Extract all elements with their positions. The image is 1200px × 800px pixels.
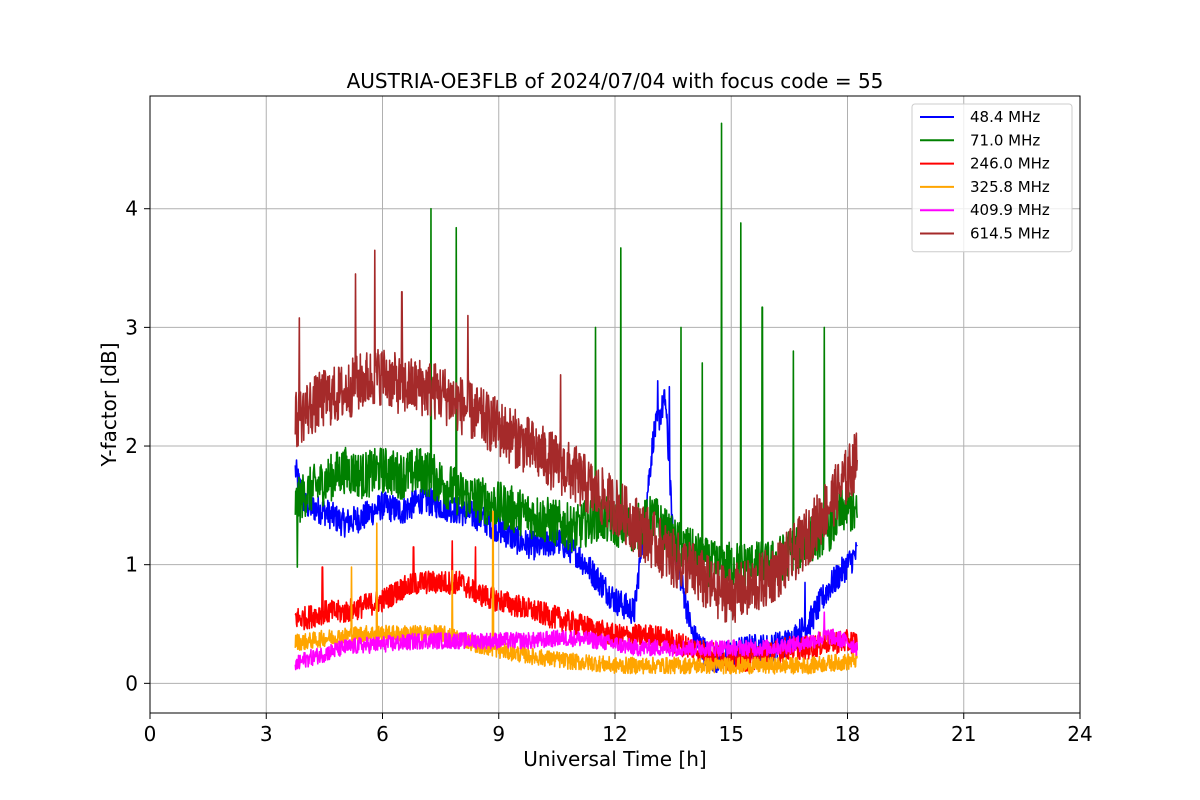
x-tick-label: 0 (144, 722, 157, 746)
series-line-2 (294, 540, 858, 673)
series-line-0 (294, 379, 858, 674)
legend-label: 325.8 MHz (970, 178, 1050, 196)
x-tick-label: 3 (260, 722, 273, 746)
chart-title: AUSTRIA-OE3FLB of 2024/07/04 with focus … (347, 69, 884, 93)
x-tick-label: 15 (719, 722, 744, 746)
y-tick-label: 2 (125, 434, 138, 458)
y-tick-label: 1 (125, 553, 138, 577)
legend-label: 48.4 MHz (970, 108, 1040, 126)
x-tick-label: 9 (492, 722, 505, 746)
legend-label: 71.0 MHz (970, 131, 1040, 149)
x-tick-label: 24 (1067, 722, 1092, 746)
x-tick-label: 21 (951, 722, 976, 746)
legend-label: 409.9 MHz (970, 201, 1050, 219)
y-tick-label: 3 (125, 315, 138, 339)
x-axis-label: Universal Time [h] (523, 747, 706, 771)
y-tick-label: 0 (125, 671, 138, 695)
series-line-3 (294, 510, 858, 675)
legend-label: 246.0 MHz (970, 155, 1050, 173)
legend: 48.4 MHz 71.0 MHz 246.0 MHz 325.8 MHz 409.9… (911, 103, 1073, 253)
x-tick-label: 12 (602, 722, 627, 746)
series-line-1 (294, 122, 858, 588)
y-axis-label: Y-factor [dB] (97, 342, 121, 467)
legend-label: 614.5 MHz (970, 225, 1050, 243)
x-tick-label: 18 (835, 722, 860, 746)
series-line-5 (294, 249, 858, 624)
x-tick-label: 6 (376, 722, 389, 746)
series-layer (294, 122, 858, 675)
y-tick-label: 4 (125, 197, 138, 221)
series-line-4 (294, 611, 858, 671)
